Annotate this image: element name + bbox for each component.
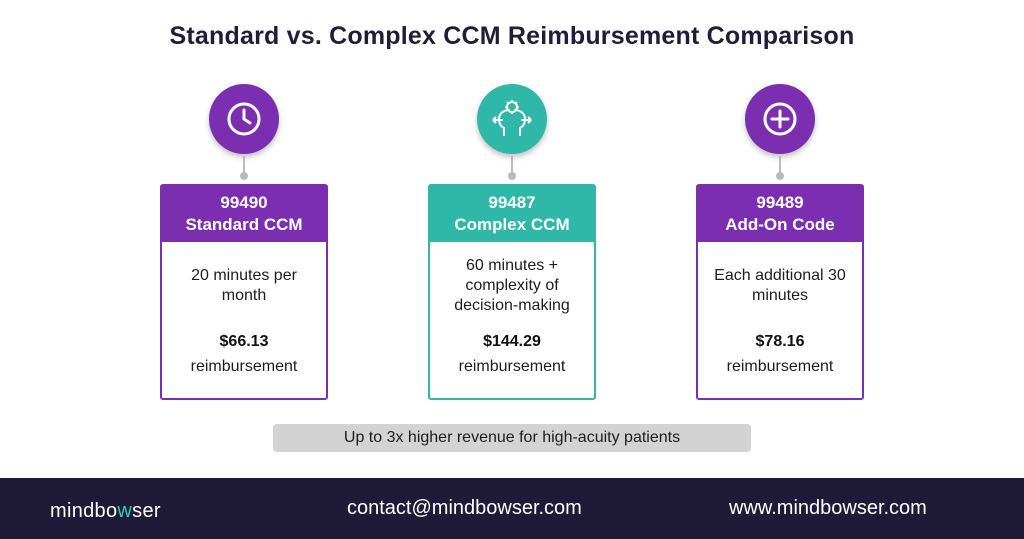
card-header: 99487 Complex CCM bbox=[430, 186, 594, 242]
connector-line bbox=[779, 156, 781, 176]
clock-icon bbox=[209, 84, 279, 154]
connector-dot bbox=[240, 172, 248, 180]
connector-dot bbox=[776, 172, 784, 180]
brand-logo[interactable]: mindbowser bbox=[50, 497, 161, 523]
card-name: Complex CCM bbox=[454, 215, 570, 234]
connector-line bbox=[511, 156, 513, 176]
card-code: 99490 bbox=[220, 193, 268, 212]
card-price-unit: reimbursement bbox=[190, 358, 298, 375]
footer: mindbowser contact@mindbowser.com www.mi… bbox=[0, 478, 1024, 539]
card-header: 99490 Standard CCM bbox=[162, 186, 326, 242]
card-header: 99489 Add-On Code bbox=[698, 186, 862, 242]
card-price-unit: reimbursement bbox=[458, 358, 566, 375]
card-price: $66.13 bbox=[219, 333, 269, 350]
connector-line bbox=[243, 156, 245, 176]
card-description: 60 minutes + complexity of decision-maki… bbox=[454, 257, 570, 314]
card-name: Add-On Code bbox=[725, 215, 835, 234]
plus-circle-icon bbox=[745, 84, 815, 154]
brand-logo-accent: w bbox=[117, 500, 133, 522]
brand-logo-part: mindbo bbox=[50, 500, 118, 522]
card-body: 99490 Standard CCM 20 minutes per month … bbox=[160, 184, 328, 400]
card-body: 99487 Complex CCM 60 minutes + complexit… bbox=[428, 184, 596, 400]
brand-logo-part: ser bbox=[132, 500, 161, 522]
connector-dot bbox=[508, 172, 516, 180]
card-name: Standard CCM bbox=[185, 215, 303, 234]
page-title: Standard vs. Complex CCM Reimbursement C… bbox=[169, 22, 855, 50]
card-description: Each additional 30 minutes bbox=[714, 267, 846, 304]
card-body: 99489 Add-On Code Each additional 30 min… bbox=[696, 184, 864, 400]
card-price: $78.16 bbox=[755, 333, 805, 350]
head-gear-icon bbox=[477, 84, 547, 154]
website-link[interactable]: www.mindbowser.com bbox=[729, 497, 927, 519]
revenue-banner: Up to 3x higher revenue for high-acuity … bbox=[273, 424, 751, 452]
card-price-unit: reimbursement bbox=[726, 358, 834, 375]
card-code: 99489 bbox=[756, 193, 804, 212]
card-description: 20 minutes per month bbox=[191, 267, 297, 304]
card-price: $144.29 bbox=[483, 333, 541, 350]
card-code: 99487 bbox=[488, 193, 536, 212]
contact-email-link[interactable]: contact@mindbowser.com bbox=[347, 497, 582, 519]
